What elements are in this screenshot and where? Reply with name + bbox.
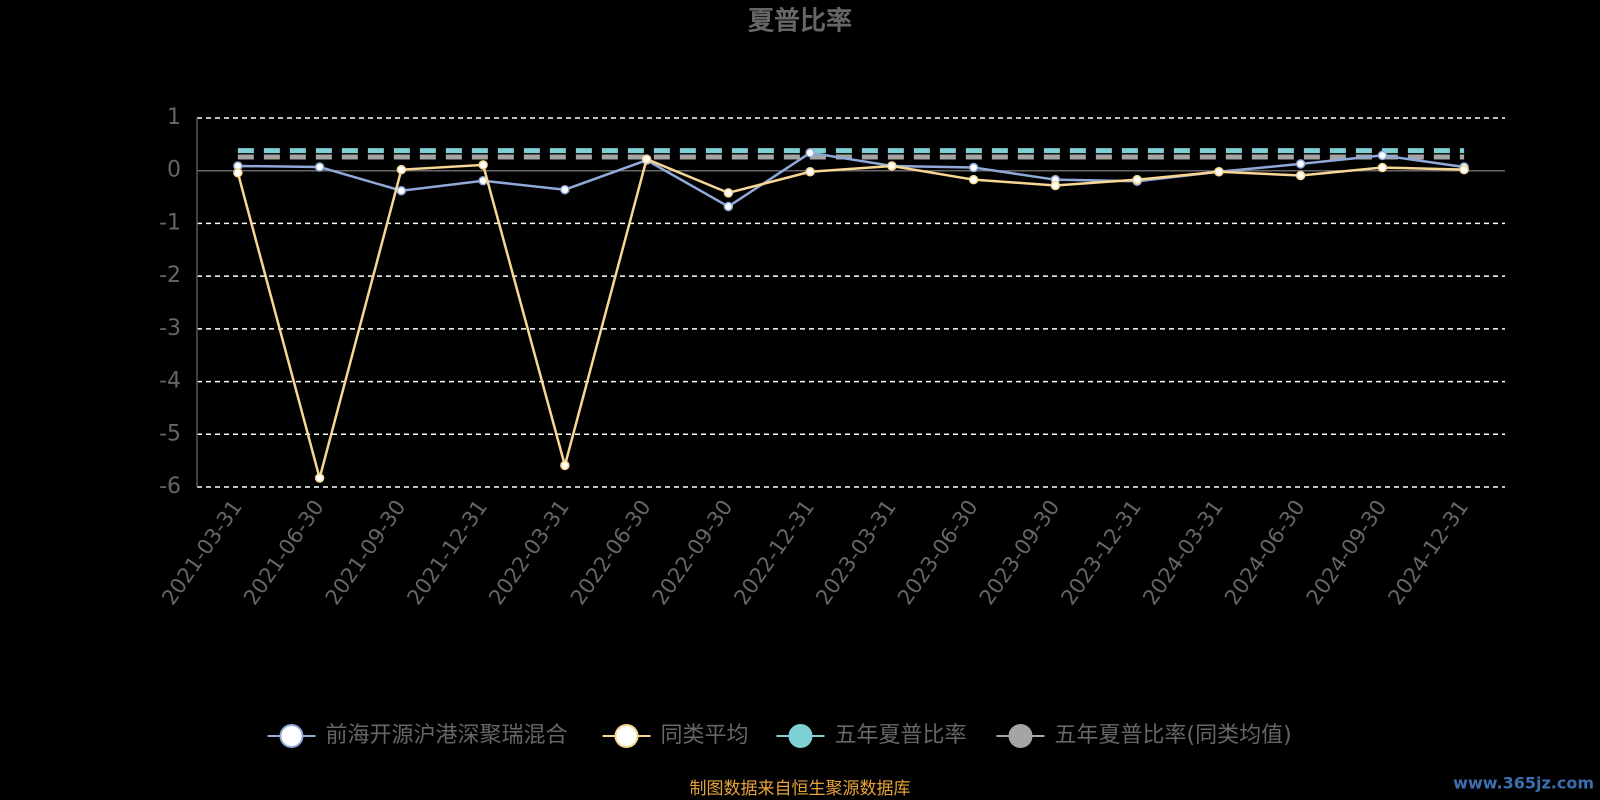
y-tick-label: -5: [159, 421, 181, 446]
data-point: [805, 167, 815, 177]
legend-label: 前海开源沪港深聚瑞混合: [326, 723, 568, 748]
legend-label: 五年夏普比率(同类均值): [1055, 723, 1292, 748]
data-point: [723, 201, 734, 212]
watermark: www.365jz.com: [1453, 774, 1594, 793]
data-point: [1214, 167, 1224, 177]
y-tick-label: 1: [167, 105, 181, 130]
legend-symbol: [1008, 724, 1033, 748]
data-point: [1377, 162, 1388, 173]
data-point: [1132, 174, 1142, 185]
data-point: [560, 184, 570, 195]
legend-symbol: [614, 724, 639, 748]
legend-symbol: [279, 724, 304, 748]
data-point: [396, 185, 407, 196]
data-point: [314, 473, 325, 483]
data-point: [1050, 180, 1061, 191]
data-point: [1295, 159, 1306, 169]
legend-label: 五年夏普比率: [835, 723, 967, 748]
data-point: [396, 164, 407, 175]
data-point: [314, 162, 325, 172]
series-line: [236, 157, 1465, 483]
data-point: [560, 460, 570, 471]
data-point: [805, 148, 815, 158]
data-point: [641, 154, 652, 164]
y-tick-label: -6: [159, 474, 181, 499]
data-point: [723, 188, 734, 198]
data-point: [1459, 164, 1469, 175]
y-tick-label: -2: [159, 263, 181, 288]
series-line: [237, 151, 1465, 209]
y-tick-label: -4: [159, 369, 181, 394]
legend-symbol: [788, 724, 813, 748]
source-note: 制图数据来自恒生聚源数据库: [690, 779, 911, 799]
data-point: [233, 168, 243, 178]
data-point: [1377, 150, 1388, 161]
data-point: [478, 160, 488, 170]
data-point: [968, 162, 979, 173]
y-tick-label: 0: [167, 158, 181, 183]
chart-title: 夏普比率: [748, 6, 852, 37]
data-point: [1295, 170, 1306, 181]
y-tick-label: -3: [159, 316, 181, 341]
legend-label: 同类平均: [661, 723, 749, 748]
data-point: [887, 161, 897, 171]
y-tick-label: -1: [159, 210, 181, 235]
data-point: [968, 174, 979, 185]
